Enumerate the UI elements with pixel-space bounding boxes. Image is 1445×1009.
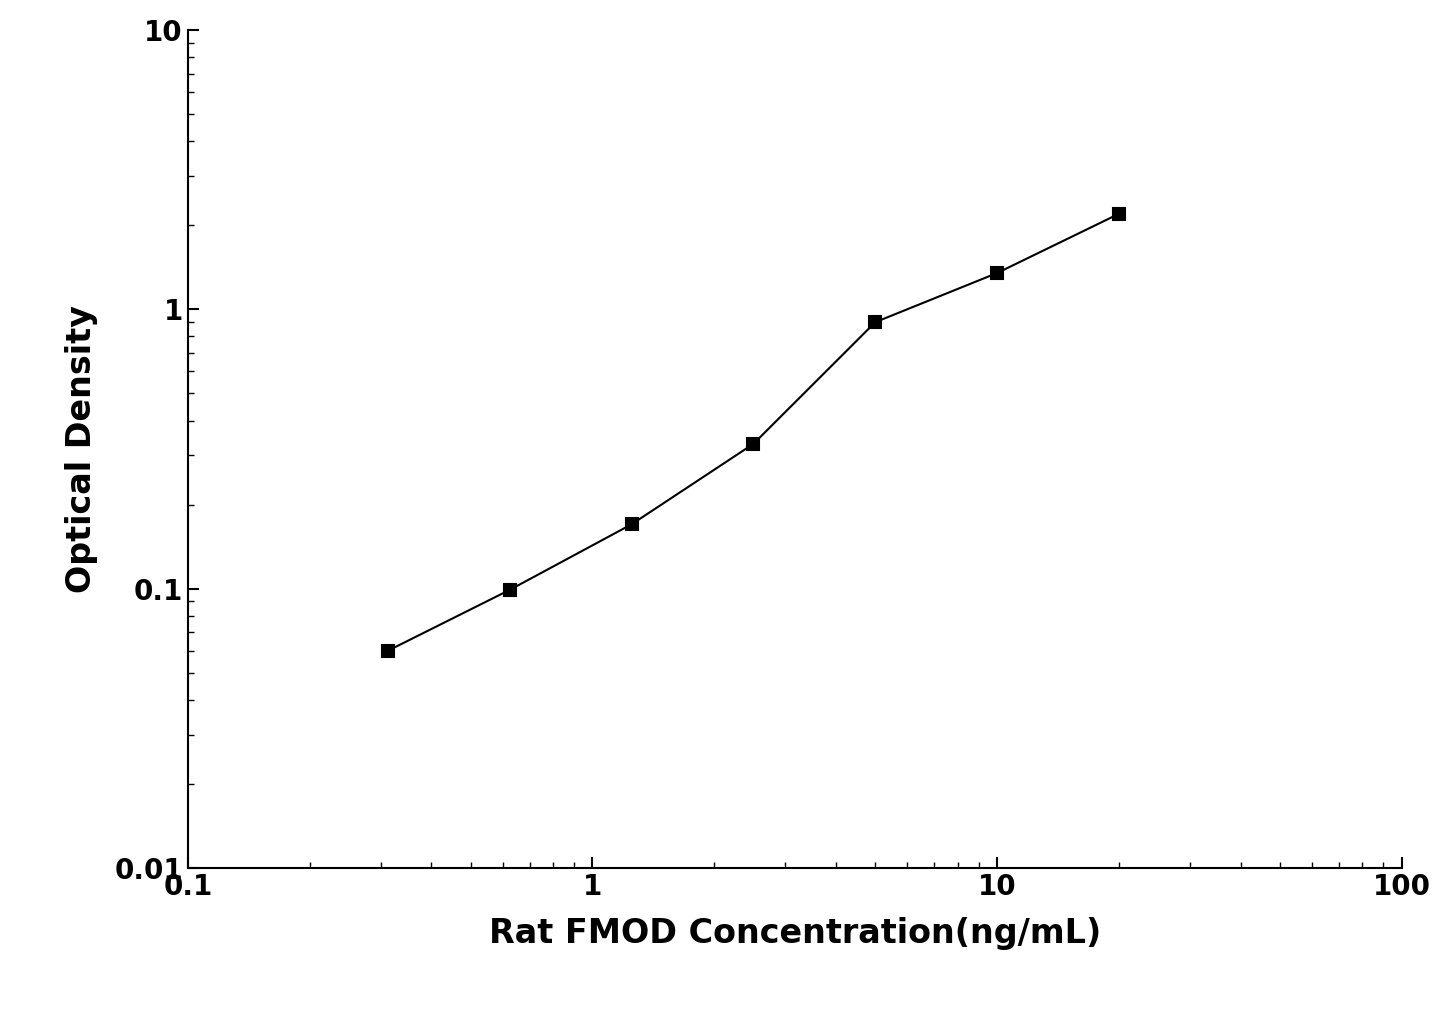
Y-axis label: Optical Density: Optical Density [65, 305, 98, 593]
X-axis label: Rat FMOD Concentration(ng/mL): Rat FMOD Concentration(ng/mL) [488, 917, 1101, 950]
